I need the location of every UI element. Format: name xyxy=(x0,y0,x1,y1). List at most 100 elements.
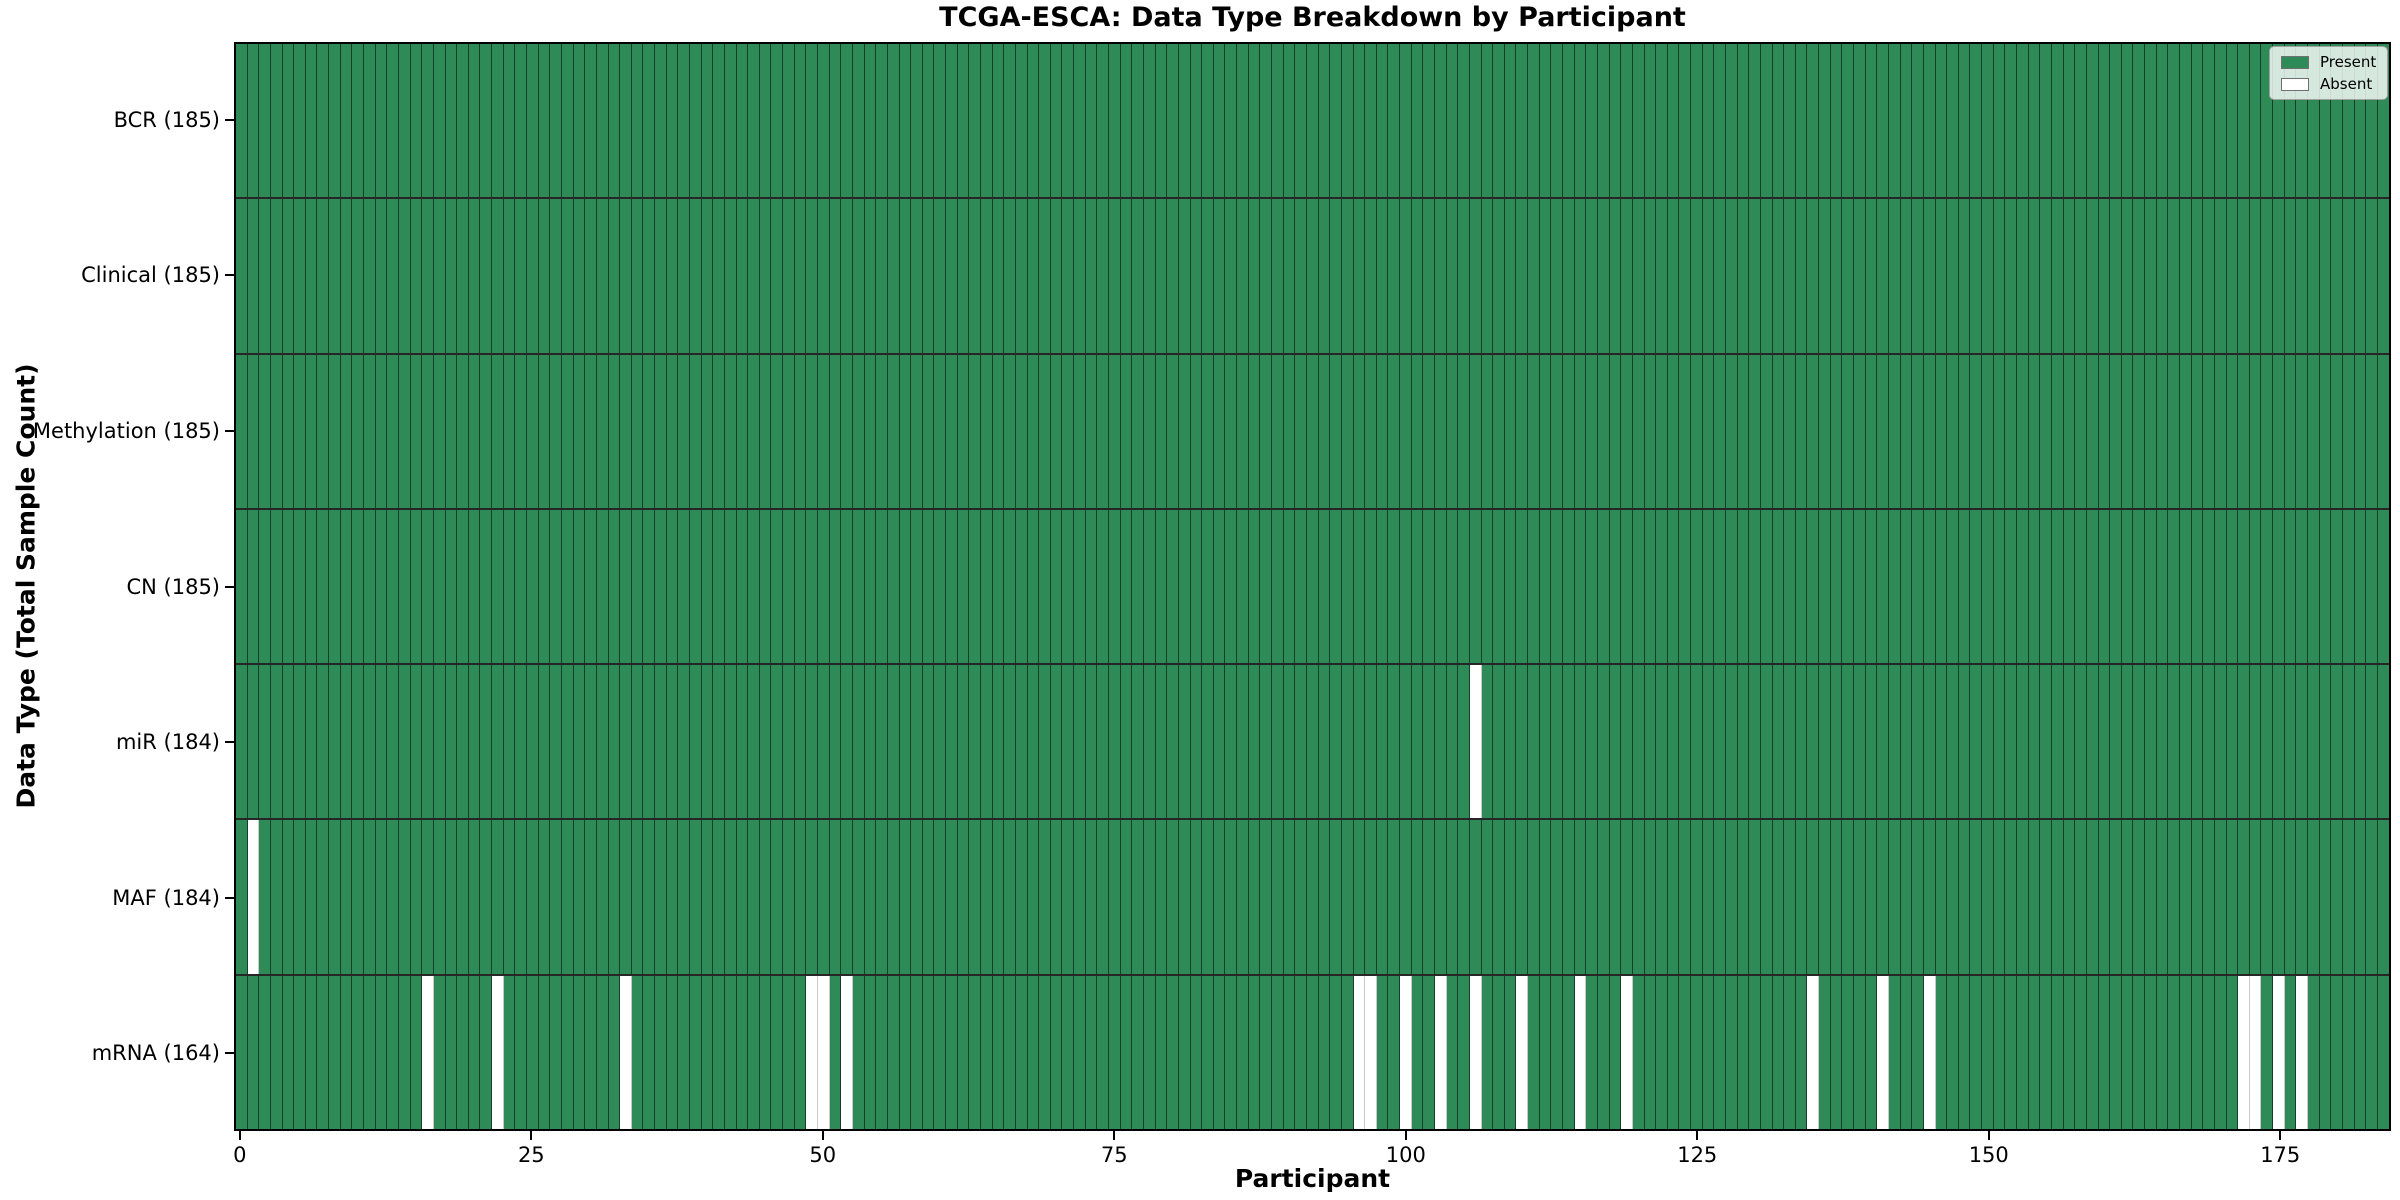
present-cell-MAF-139 xyxy=(1854,820,1866,974)
present-cell-BCR-32 xyxy=(608,44,621,198)
present-cell-miR-146 xyxy=(1935,665,1948,819)
present-cell-Methylation-49 xyxy=(806,354,819,508)
present-cell-MAF-28 xyxy=(561,820,574,974)
present-cell-Methylation-129 xyxy=(1737,354,1750,508)
present-cell-BCR-128 xyxy=(1726,44,1738,198)
present-cell-BCR-100 xyxy=(1400,44,1412,198)
absent-cell-mRNA-175 xyxy=(2273,975,2285,1129)
present-cell-Methylation-76 xyxy=(1120,354,1133,508)
present-cell-BCR-110 xyxy=(1516,44,1529,198)
present-cell-MAF-36 xyxy=(655,820,667,974)
present-cell-MAF-63 xyxy=(969,820,981,974)
present-cell-CN-91 xyxy=(1295,509,1307,664)
present-cell-miR-139 xyxy=(1854,665,1866,819)
present-cell-miR-30 xyxy=(585,665,597,819)
present-cell-Clinical-154 xyxy=(2028,199,2041,353)
present-cell-miR-128 xyxy=(1726,665,1738,819)
present-cell-mRNA-12 xyxy=(375,975,388,1129)
present-cell-mRNA-169 xyxy=(2203,975,2215,1129)
present-cell-BCR-38 xyxy=(678,44,690,198)
present-cell-MAF-59 xyxy=(922,820,935,974)
present-cell-MAF-123 xyxy=(1667,820,1680,974)
present-cell-CN-143 xyxy=(1900,509,1913,664)
present-cell-Clinical-156 xyxy=(2051,199,2064,353)
present-cell-Methylation-8 xyxy=(329,354,341,508)
present-cell-MAF-118 xyxy=(1609,820,1622,974)
present-cell-mRNA-164 xyxy=(2145,975,2157,1129)
present-cell-miR-132 xyxy=(1772,665,1785,819)
present-cell-CN-162 xyxy=(2121,509,2134,664)
present-cell-miR-149 xyxy=(1970,665,1983,819)
present-cell-CN-128 xyxy=(1726,509,1738,664)
present-cell-Clinical-141 xyxy=(1877,199,1889,353)
present-cell-Clinical-95 xyxy=(1341,199,1354,353)
present-cell-CN-137 xyxy=(1830,509,1843,664)
present-cell-BCR-116 xyxy=(1586,44,1598,198)
present-cell-mRNA-127 xyxy=(1714,975,1726,1129)
present-cell-MAF-24 xyxy=(515,820,528,974)
present-cell-BCR-56 xyxy=(887,44,900,198)
present-cell-CN-3 xyxy=(270,509,283,664)
present-cell-mRNA-29 xyxy=(573,975,586,1129)
present-cell-Clinical-176 xyxy=(2284,199,2297,353)
present-cell-Methylation-149 xyxy=(1970,354,1983,508)
x-tick-mark-100 xyxy=(1404,1131,1407,1140)
present-cell-MAF-101 xyxy=(1411,820,1424,974)
present-cell-BCR-179 xyxy=(2319,44,2332,198)
present-cell-Clinical-8 xyxy=(329,199,341,353)
present-cell-MAF-120 xyxy=(1632,820,1645,974)
present-cell-MAF-66 xyxy=(1004,820,1016,974)
legend-entry-present: Present xyxy=(2281,54,2376,70)
present-cell-mRNA-56 xyxy=(887,975,900,1129)
present-cell-mRNA-83 xyxy=(1202,975,1214,1129)
present-cell-Methylation-2 xyxy=(259,354,271,508)
y-tick-label-BCR: BCR (185) xyxy=(113,107,220,132)
present-cell-miR-3 xyxy=(270,665,283,819)
present-cell-BCR-24 xyxy=(515,44,528,198)
present-cell-Methylation-54 xyxy=(864,354,877,508)
present-cell-mRNA-182 xyxy=(2354,975,2367,1129)
present-cell-miR-11 xyxy=(364,665,376,819)
present-cell-miR-10 xyxy=(352,665,365,819)
present-cell-miR-61 xyxy=(946,665,958,819)
present-cell-Methylation-31 xyxy=(596,354,609,508)
present-cell-BCR-108 xyxy=(1493,44,1505,198)
present-cell-Clinical-83 xyxy=(1202,199,1214,353)
present-cell-Methylation-58 xyxy=(911,354,923,508)
present-cell-CN-32 xyxy=(608,509,621,664)
present-cell-Methylation-148 xyxy=(1958,354,1971,508)
present-cell-miR-126 xyxy=(1702,665,1715,819)
present-cell-CN-92 xyxy=(1306,509,1319,664)
present-cell-CN-130 xyxy=(1749,509,1761,664)
present-cell-BCR-19 xyxy=(457,44,469,198)
present-cell-miR-143 xyxy=(1900,665,1913,819)
present-cell-mRNA-41 xyxy=(713,975,725,1129)
present-cell-Clinical-135 xyxy=(1807,199,1820,353)
present-cell-miR-170 xyxy=(2214,665,2227,819)
present-cell-CN-76 xyxy=(1120,509,1133,664)
present-cell-MAF-94 xyxy=(1330,820,1342,974)
present-cell-Methylation-168 xyxy=(2191,354,2204,508)
present-cell-CN-23 xyxy=(503,509,516,664)
present-cell-miR-58 xyxy=(911,665,923,819)
present-cell-Clinical-58 xyxy=(911,199,923,353)
present-cell-Methylation-100 xyxy=(1400,354,1412,508)
present-cell-Clinical-18 xyxy=(445,199,458,353)
present-cell-BCR-46 xyxy=(771,44,784,198)
present-cell-Methylation-101 xyxy=(1411,354,1424,508)
present-cell-BCR-153 xyxy=(2017,44,2029,198)
present-cell-miR-140 xyxy=(1865,665,1878,819)
present-cell-CN-114 xyxy=(1563,509,1575,664)
present-cell-CN-5 xyxy=(294,509,306,664)
present-cell-miR-153 xyxy=(2017,665,2029,819)
present-cell-MAF-54 xyxy=(864,820,877,974)
present-cell-Methylation-93 xyxy=(1318,354,1331,508)
present-cell-Clinical-130 xyxy=(1749,199,1761,353)
present-cell-Clinical-42 xyxy=(724,199,737,353)
present-cell-CN-60 xyxy=(934,509,947,664)
present-cell-Methylation-82 xyxy=(1190,354,1203,508)
x-tick-mark-50 xyxy=(821,1131,824,1140)
present-cell-CN-70 xyxy=(1050,509,1063,664)
present-cell-Clinical-114 xyxy=(1563,199,1575,353)
present-cell-Clinical-119 xyxy=(1621,199,1633,353)
